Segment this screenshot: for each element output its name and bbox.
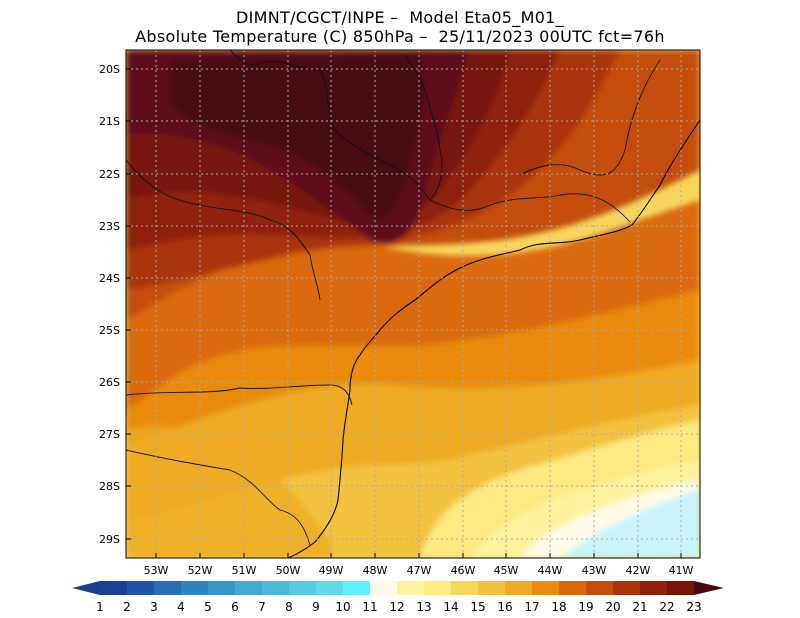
lat-label: 25S (99, 324, 120, 337)
colorbar-swatch (127, 581, 154, 595)
lon-label: 42W (626, 564, 651, 577)
map-title-line1: DIMNT/CGCT/INPE – Model Eta05_M01_ (236, 8, 564, 27)
temperature-field (126, 50, 700, 558)
colorbar-swatch (397, 581, 424, 595)
lon-label: 49W (319, 564, 344, 577)
lat-label: 22S (99, 168, 120, 181)
lon-label: 43W (582, 564, 607, 577)
lat-label: 26S (99, 376, 120, 389)
colorbar-label: 10 (335, 600, 350, 614)
zone-10 (560, 488, 700, 558)
colorbar-swatch (100, 581, 127, 595)
colorbar-label: 20 (605, 600, 620, 614)
colorbar-label: 16 (497, 600, 512, 614)
border-pr-sc (126, 384, 353, 406)
map-title-line2: Absolute Temperature (C) 850hPa – 25/11/… (135, 27, 665, 46)
colorbar-labels: 1 2 3 4 5 6 7 8 9 10 11 12 13 14 15 16 1… (96, 600, 701, 614)
colorbar-swatch (262, 581, 289, 595)
colorbar-swatch (613, 581, 640, 595)
lon-label: 44W (538, 564, 563, 577)
border-sp-rj (429, 193, 631, 223)
lat-label: 27S (99, 428, 120, 441)
colorbar-label: 8 (285, 600, 293, 614)
lon-ticks (155, 553, 682, 558)
lon-label: 47W (407, 564, 432, 577)
colorbar-label: 9 (312, 600, 320, 614)
colorbar-label: 4 (177, 600, 185, 614)
colorbar-label: 2 (123, 600, 131, 614)
colorbar-label: 5 (204, 600, 212, 614)
colorbar-swatch (208, 581, 235, 595)
colorbar-label: 3 (150, 600, 158, 614)
lon-label: 45W (494, 564, 519, 577)
lon-label: 53W (144, 564, 169, 577)
colorbar-label: 18 (551, 600, 566, 614)
colorbar-label: 23 (686, 600, 701, 614)
lon-label: 46W (451, 564, 476, 577)
lat-label: 20S (99, 63, 120, 76)
colorbar-swatch (559, 581, 586, 595)
zone-southwest (126, 426, 330, 558)
lon-label: 51W (232, 564, 257, 577)
colorbar-swatch (586, 581, 613, 595)
border-ms-pr (126, 159, 321, 301)
colorbar-swatch (181, 581, 208, 595)
colorbar (72, 581, 724, 595)
colorbar-swatch (154, 581, 181, 595)
lat-ticks (126, 68, 131, 540)
colorbar-swatch (343, 581, 370, 595)
colorbar-label: 6 (231, 600, 239, 614)
colorbar-swatch (532, 581, 559, 595)
colorbar-swatch (235, 581, 262, 595)
colorbar-swatch (316, 581, 343, 595)
colorbar-swatch (451, 581, 478, 595)
colorbar-label: 21 (632, 600, 647, 614)
lat-label: 24S (99, 272, 120, 285)
colorbar-swatch (370, 581, 397, 595)
colorbar-swatch (667, 581, 694, 595)
border-sc-rs (126, 449, 311, 546)
lon-label: 48W (363, 564, 388, 577)
map-gridlines (126, 50, 700, 558)
border-mg-east (404, 54, 443, 201)
colorbar-swatch (640, 581, 667, 595)
colorbar-label: 14 (443, 600, 458, 614)
lat-label: 29S (99, 533, 120, 546)
colorbar-label: 19 (578, 600, 593, 614)
colorbar-swatch (424, 581, 451, 595)
lat-labels: 20S 21S 22S 23S 24S 25S 26S 27S 28S 29S (99, 63, 120, 546)
colorbar-right-arrow (694, 581, 724, 595)
zone-23 (170, 55, 425, 219)
lon-labels: 53W 52W 51W 50W 49W 48W 47W 46W 45W 44W … (144, 564, 694, 577)
colorbar-label: 13 (416, 600, 431, 614)
lat-label: 23S (99, 220, 120, 233)
colorbar-label: 12 (389, 600, 404, 614)
coastline (287, 119, 700, 558)
lat-label: 21S (99, 115, 120, 128)
colorbar-swatch (289, 581, 316, 595)
border-mg-sp (229, 50, 431, 201)
colorbar-label: 7 (258, 600, 266, 614)
colorbar-label: 22 (659, 600, 674, 614)
coast-line (287, 119, 700, 558)
colorbar-label: 11 (362, 600, 377, 614)
colorbar-label: 17 (524, 600, 539, 614)
colorbar-swatch (505, 581, 532, 595)
lon-label: 50W (276, 564, 301, 577)
colorbar-label: 15 (470, 600, 485, 614)
lon-label: 41W (669, 564, 694, 577)
map-frame (125, 49, 701, 559)
zone-17 (126, 150, 700, 410)
colorbar-swatch (478, 581, 505, 595)
lon-label: 52W (188, 564, 213, 577)
colorbar-label: 1 (96, 600, 104, 614)
colorbar-left-arrow (72, 581, 100, 595)
lat-label: 28S (99, 480, 120, 493)
